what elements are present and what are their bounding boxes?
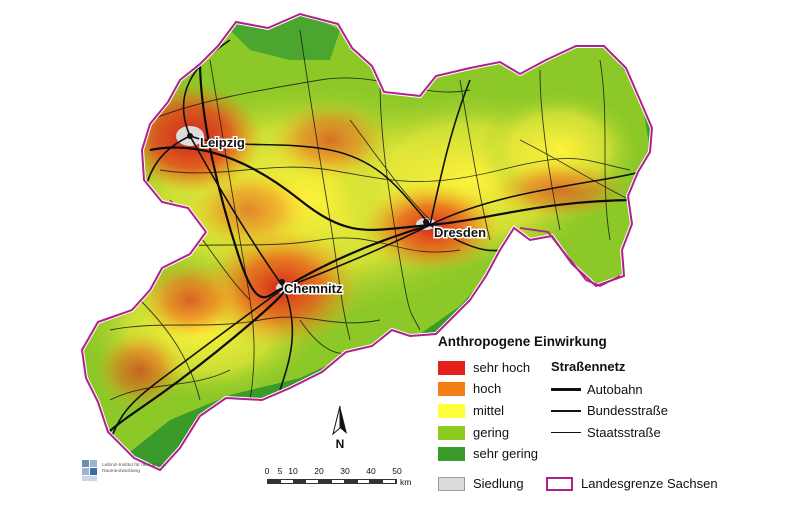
legend-item-sehr-hoch: sehr hoch: [438, 360, 530, 375]
north-label: N: [336, 437, 345, 450]
legend-title: Anthropogene Einwirkung: [438, 334, 607, 349]
legend-swatch: [438, 403, 465, 418]
scale-tick: 30: [340, 466, 350, 476]
ioer-logo: Leibniz-Institut für ökologische Raument…: [82, 458, 172, 488]
scale-ticks: 0 5 10 20 30 40 50: [262, 466, 412, 478]
legend-item-bundesstrasse: Bundesstraße: [551, 403, 668, 418]
scale-tick: 0: [264, 466, 270, 476]
logo-text: Leibniz-Institut für ökologische Raument…: [102, 463, 167, 474]
staatsstrasse-line-sample: [551, 432, 581, 433]
legend-label: Landesgrenze Sachsen: [581, 476, 718, 491]
legend-swatch: [438, 425, 465, 440]
scale-bar-graphic: [267, 479, 397, 484]
legend-item-sehr-gering: sehr gering: [438, 446, 538, 461]
legend-swatch: [438, 360, 465, 375]
scale-tick: 40: [366, 466, 376, 476]
legend-label: Autobahn: [587, 382, 643, 397]
scale-tick: 20: [314, 466, 324, 476]
legend-swatch: [438, 381, 465, 396]
legend-swatch: [438, 446, 465, 461]
city-label-chemnitz: Chemnitz: [284, 281, 343, 296]
legend-label: Siedlung: [473, 476, 524, 491]
legend-label: Staatsstraße: [587, 425, 661, 440]
scale-bar: 0 5 10 20 30 40 50 km: [262, 466, 412, 492]
logo-mark-icon: [82, 460, 97, 481]
legend-item-landesgrenze: Landesgrenze Sachsen: [546, 476, 718, 491]
legend-item-hoch: hoch: [438, 381, 501, 396]
legend-label: gering: [473, 425, 510, 440]
legend-label: mittel: [473, 403, 505, 418]
north-arrow: N: [328, 404, 352, 451]
bundesstrasse-line-sample: [551, 409, 581, 412]
scale-unit: km: [400, 477, 412, 487]
legend-item-autobahn: Autobahn: [551, 382, 643, 397]
legend-item-staatsstrasse: Staatsstraße: [551, 425, 661, 440]
scale-tick: 10: [288, 466, 298, 476]
legend-label: hoch: [473, 381, 502, 396]
legend-swatch-border: [546, 476, 573, 491]
legend-item-mittel: mittel: [438, 403, 504, 418]
legend-item-gering: gering: [438, 425, 509, 440]
legend-swatch: [438, 476, 465, 491]
border-segment-east: [519, 227, 621, 287]
city-label-leipzig: Leipzig: [200, 135, 245, 150]
city-markers: [187, 133, 429, 285]
autobahn-line-sample: [551, 388, 581, 391]
scale-tick: 5: [277, 466, 283, 476]
legend-label: sehr hoch: [473, 360, 531, 375]
legend-label: sehr gering: [473, 446, 539, 461]
legend-label: Bundesstraße: [587, 403, 668, 418]
city-label-dresden: Dresden: [434, 225, 486, 240]
road-legend-title: Straßennetz: [551, 359, 626, 374]
scale-tick: 50: [392, 466, 402, 476]
north-arrow-icon: N: [332, 405, 347, 451]
legend-item-siedlung: Siedlung: [438, 476, 524, 491]
